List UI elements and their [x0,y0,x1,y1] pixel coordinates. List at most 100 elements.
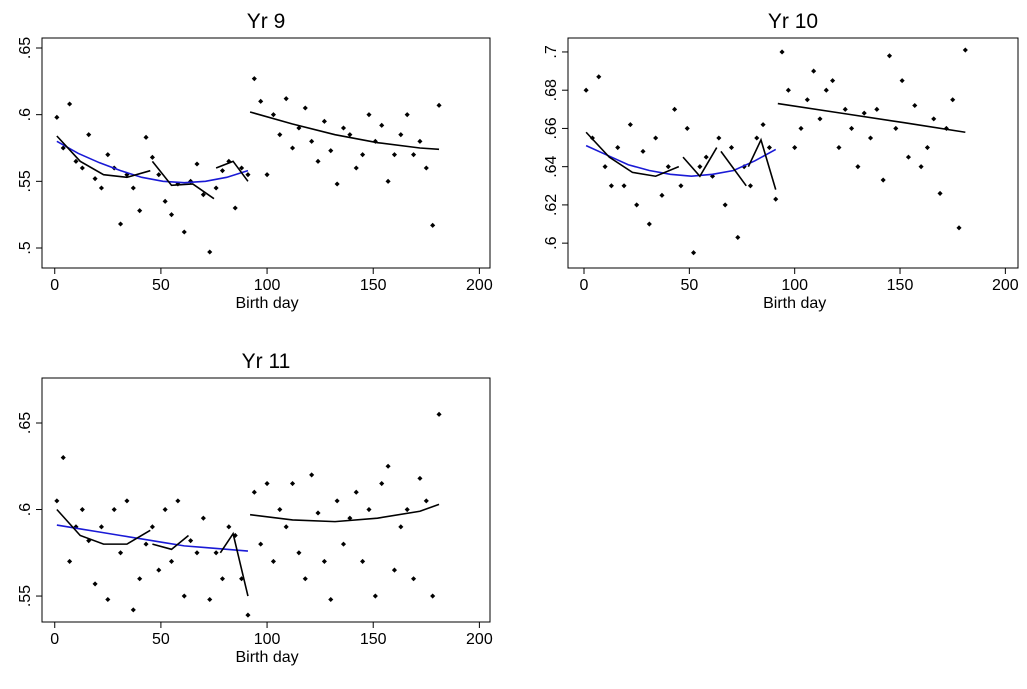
fit-line [747,137,777,190]
data-point [754,135,760,141]
data-point [398,524,404,530]
data-point [379,122,385,128]
y-tick-label: .6 [17,108,34,121]
data-point [309,138,315,144]
data-point [175,498,181,504]
data-point [258,98,264,104]
data-point [188,538,194,544]
data-point [296,550,302,556]
data-point [118,221,124,227]
data-point [54,498,60,504]
data-point [937,190,943,196]
x-tick-label: 150 [360,277,387,294]
data-point [830,78,836,84]
data-point [760,122,766,128]
data-point [194,161,200,167]
data-point [931,116,937,122]
fit-line [585,131,680,178]
data-point [436,411,442,417]
data-point [213,185,219,191]
data-point [621,183,627,189]
data-point [653,135,659,141]
data-point [659,192,665,198]
data-point [315,510,321,516]
fit-line [219,531,249,597]
data-point [672,106,678,112]
data-point [360,558,366,564]
data-point [86,132,92,138]
data-point [918,164,924,170]
data-point [703,154,709,160]
data-point [417,475,423,481]
data-point [226,524,232,530]
x-axis-label: Birth day [235,295,298,312]
x-axis-label: Birth day [763,295,826,312]
data-point [219,576,226,582]
fit-line [249,111,440,151]
data-point [804,97,810,103]
data-point [849,125,855,131]
fit-line [152,534,190,551]
data-point [283,524,289,530]
data-point [315,158,321,164]
data-point [334,181,340,187]
data-point [779,49,785,55]
data-point [436,102,442,108]
data-point [347,515,353,521]
data-point [366,112,372,118]
data-point [716,135,722,141]
y-tick-label: .65 [17,412,34,434]
data-point [137,208,143,214]
data-point [817,116,823,122]
data-point [956,225,962,231]
y-tick-label: .55 [17,585,34,607]
data-point [773,196,779,202]
data-point [54,114,60,120]
data-point [60,455,66,461]
data-point [880,177,886,183]
data-point [615,145,621,151]
data-point [258,541,264,547]
data-point [353,489,359,495]
data-point [328,596,334,603]
data-point [92,581,98,587]
data-point [366,506,372,513]
data-point [168,558,175,564]
data-point [200,192,206,198]
data-point [213,550,219,556]
data-point [245,612,251,618]
data-point [289,145,296,151]
y-tick-label: .5 [17,241,34,254]
data-point [105,596,111,603]
data-point [372,593,378,599]
data-point [722,202,728,208]
data-point [309,472,315,478]
data-point [79,506,85,513]
data-point [404,112,410,118]
panel: Yr 11 0 50 100 150 200 Birth day .55 .6 .65 [17,350,493,666]
data-point [232,205,238,211]
data-point [118,550,124,556]
data-point [73,158,79,164]
fit-line [777,102,966,134]
y-tick-label: .55 [17,170,34,192]
data-point [855,164,861,170]
data-point [143,134,149,140]
x-tick-label: 0 [50,277,59,294]
data-point [156,567,162,573]
data-point [634,202,640,208]
y-tick-label: .65 [17,37,34,59]
data-point [277,506,283,513]
data-point [137,576,143,582]
plot-frame [567,37,1019,269]
data-point [92,176,98,182]
data-point [423,165,429,171]
data-point [583,87,589,93]
x-tick-label: 100 [781,277,808,294]
data-point [861,110,867,116]
data-point [340,125,347,131]
data-point [181,229,187,235]
data-point [867,135,874,141]
data-point [899,78,905,84]
x-tick-label: 100 [254,277,281,294]
